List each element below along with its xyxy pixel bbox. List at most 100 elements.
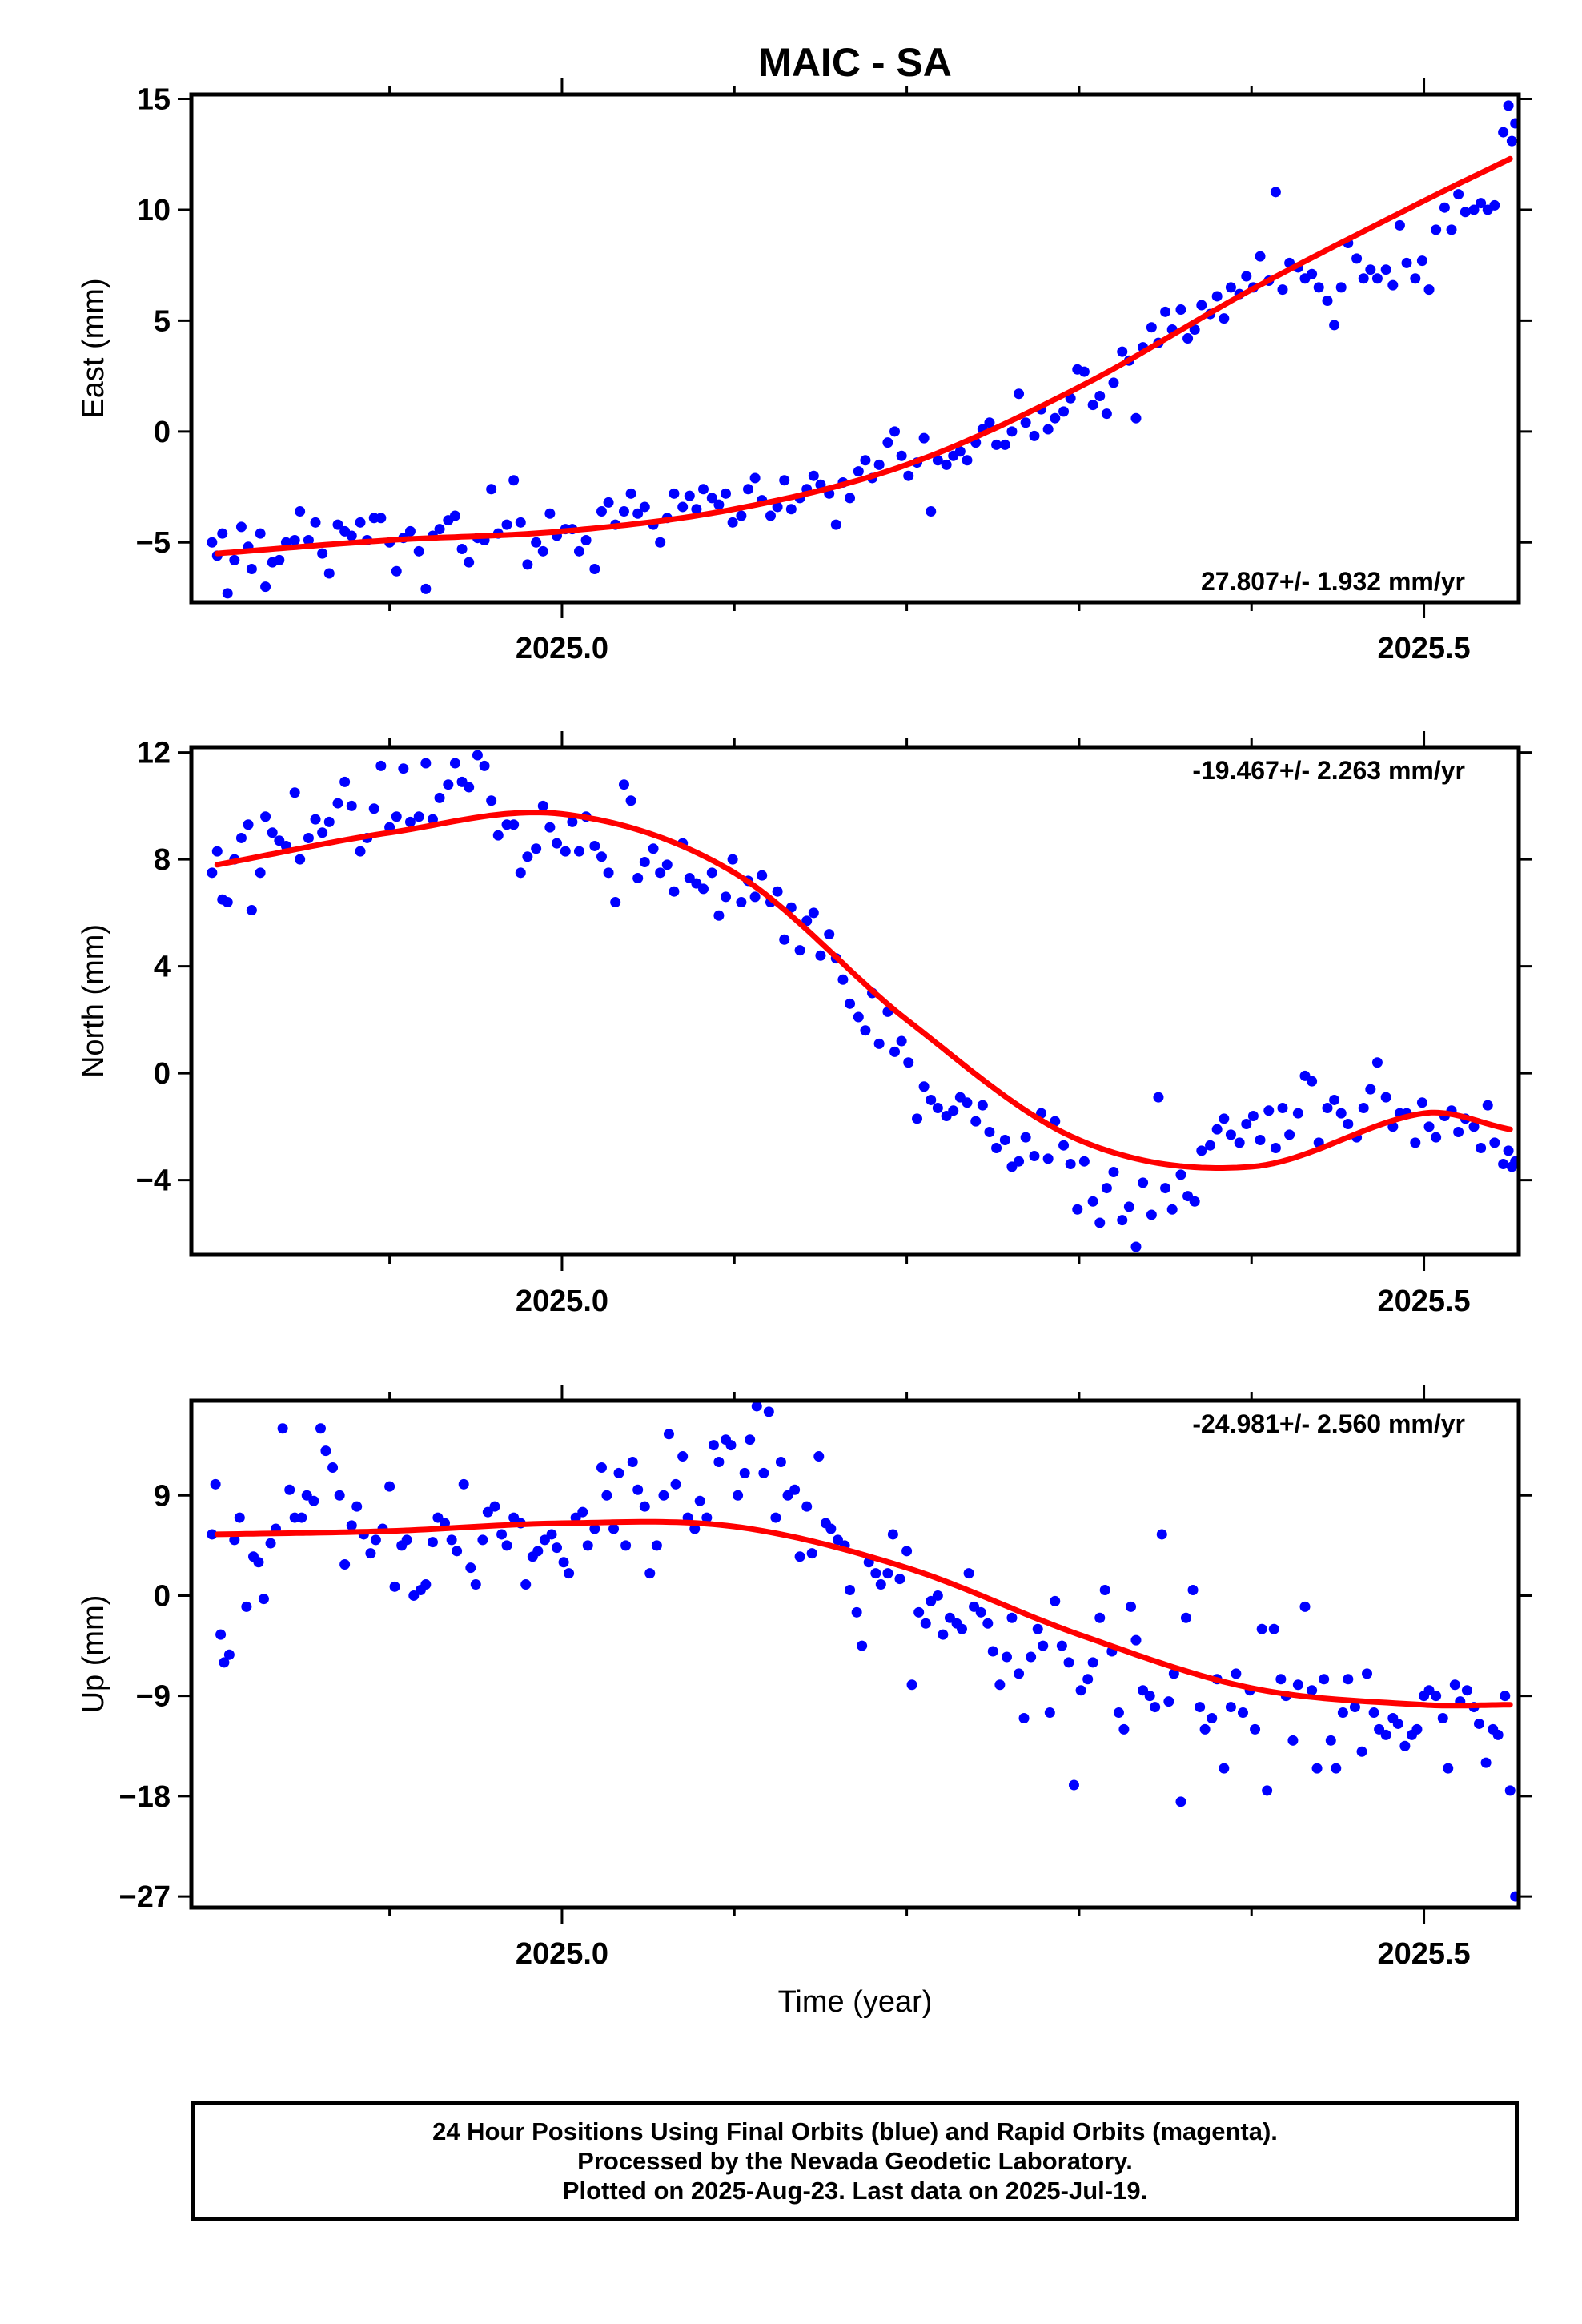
data-point bbox=[603, 497, 614, 508]
data-point bbox=[661, 859, 673, 870]
data-point bbox=[677, 501, 689, 513]
data-point bbox=[1234, 1137, 1245, 1148]
y-tick-label: −4 bbox=[136, 1164, 171, 1198]
data-point bbox=[1255, 1135, 1266, 1146]
data-point bbox=[882, 1568, 893, 1579]
data-point bbox=[1351, 253, 1363, 264]
data-point bbox=[1205, 1140, 1216, 1151]
data-point bbox=[845, 493, 856, 504]
data-point bbox=[317, 548, 328, 559]
data-point bbox=[948, 1105, 959, 1116]
data-point bbox=[1175, 304, 1186, 316]
data-point bbox=[501, 519, 512, 530]
data-point bbox=[1101, 1183, 1112, 1194]
data-point bbox=[749, 472, 761, 484]
data-point bbox=[1255, 251, 1266, 262]
data-point bbox=[708, 1440, 719, 1451]
data-point bbox=[443, 779, 454, 790]
data-point bbox=[219, 1657, 230, 1668]
data-point bbox=[375, 513, 387, 524]
data-point bbox=[482, 1506, 493, 1518]
data-point bbox=[1371, 273, 1383, 284]
data-point bbox=[912, 1113, 923, 1124]
data-point bbox=[1225, 1702, 1236, 1713]
y-axis-label: Up (mm) bbox=[77, 1595, 110, 1714]
data-point bbox=[1166, 1204, 1178, 1215]
footer-line-3: Plotted on 2025-Aug-23. Last data on 202… bbox=[562, 2176, 1148, 2205]
data-point bbox=[472, 750, 483, 761]
data-point bbox=[713, 499, 725, 510]
data-point bbox=[808, 907, 819, 919]
data-point bbox=[832, 1534, 843, 1546]
data-point bbox=[486, 484, 497, 495]
data-point bbox=[241, 1601, 252, 1612]
data-point bbox=[544, 822, 556, 833]
data-point bbox=[243, 819, 254, 830]
data-point bbox=[1150, 1702, 1161, 1713]
data-point bbox=[1117, 1215, 1128, 1226]
data-point bbox=[207, 1529, 218, 1540]
data-point bbox=[539, 1534, 550, 1546]
data-point bbox=[648, 843, 659, 854]
data-point bbox=[751, 1401, 762, 1412]
data-point bbox=[217, 528, 228, 539]
data-point bbox=[1468, 1121, 1480, 1132]
data-point bbox=[1118, 1723, 1130, 1735]
data-point bbox=[1117, 346, 1128, 357]
data-point bbox=[577, 1506, 588, 1518]
data-point bbox=[1476, 1143, 1487, 1154]
data-point bbox=[627, 1457, 638, 1468]
data-point bbox=[1219, 1113, 1230, 1124]
data-point bbox=[620, 1540, 632, 1551]
data-point bbox=[1270, 1143, 1281, 1154]
data-point bbox=[824, 929, 835, 940]
data-point bbox=[1392, 1718, 1403, 1729]
data-point bbox=[1189, 1196, 1200, 1207]
data-point bbox=[501, 1540, 512, 1551]
data-point bbox=[903, 470, 914, 481]
data-point bbox=[413, 545, 424, 557]
data-point bbox=[601, 1490, 612, 1501]
data-point bbox=[1335, 1108, 1347, 1119]
data-point bbox=[954, 446, 966, 457]
data-point bbox=[1247, 1110, 1259, 1121]
data-point bbox=[1503, 100, 1514, 111]
data-point bbox=[408, 1590, 420, 1601]
data-point bbox=[1307, 1685, 1318, 1696]
data-point bbox=[1138, 1177, 1149, 1188]
data-point bbox=[1492, 1729, 1504, 1740]
data-point bbox=[1099, 1585, 1110, 1596]
data-point bbox=[851, 1606, 862, 1618]
data-point bbox=[339, 1559, 351, 1570]
data-point bbox=[1056, 1640, 1067, 1651]
data-point bbox=[887, 1529, 898, 1540]
data-point bbox=[1503, 1145, 1514, 1156]
data-point bbox=[963, 1568, 974, 1579]
data-point bbox=[1500, 1691, 1511, 1702]
data-point bbox=[632, 508, 644, 519]
data-point bbox=[274, 554, 285, 565]
data-point bbox=[391, 565, 402, 577]
data-point bbox=[320, 1445, 331, 1457]
data-point bbox=[1087, 400, 1098, 411]
data-point bbox=[303, 534, 314, 545]
x-axis-label: Time (year) bbox=[778, 1985, 933, 2019]
data-point bbox=[596, 1462, 607, 1473]
data-point bbox=[1196, 300, 1207, 311]
data-point bbox=[1199, 1723, 1211, 1735]
data-point bbox=[1506, 135, 1517, 147]
plot-frame bbox=[189, 1398, 1521, 1910]
data-point bbox=[994, 1679, 1006, 1691]
data-point bbox=[1018, 1712, 1030, 1723]
data-point bbox=[515, 517, 526, 528]
x-tick-label: 2025.5 bbox=[1377, 1937, 1470, 1971]
data-point bbox=[815, 950, 826, 961]
footer-line-1: 24 Hour Positions Using Final Orbits (bl… bbox=[432, 2117, 1278, 2145]
data-point bbox=[694, 1495, 705, 1506]
data-point bbox=[1313, 282, 1324, 293]
data-point bbox=[618, 779, 629, 790]
data-point bbox=[1094, 391, 1106, 402]
data-point bbox=[1160, 306, 1171, 317]
data-point bbox=[1423, 284, 1435, 296]
data-point bbox=[608, 1523, 620, 1534]
